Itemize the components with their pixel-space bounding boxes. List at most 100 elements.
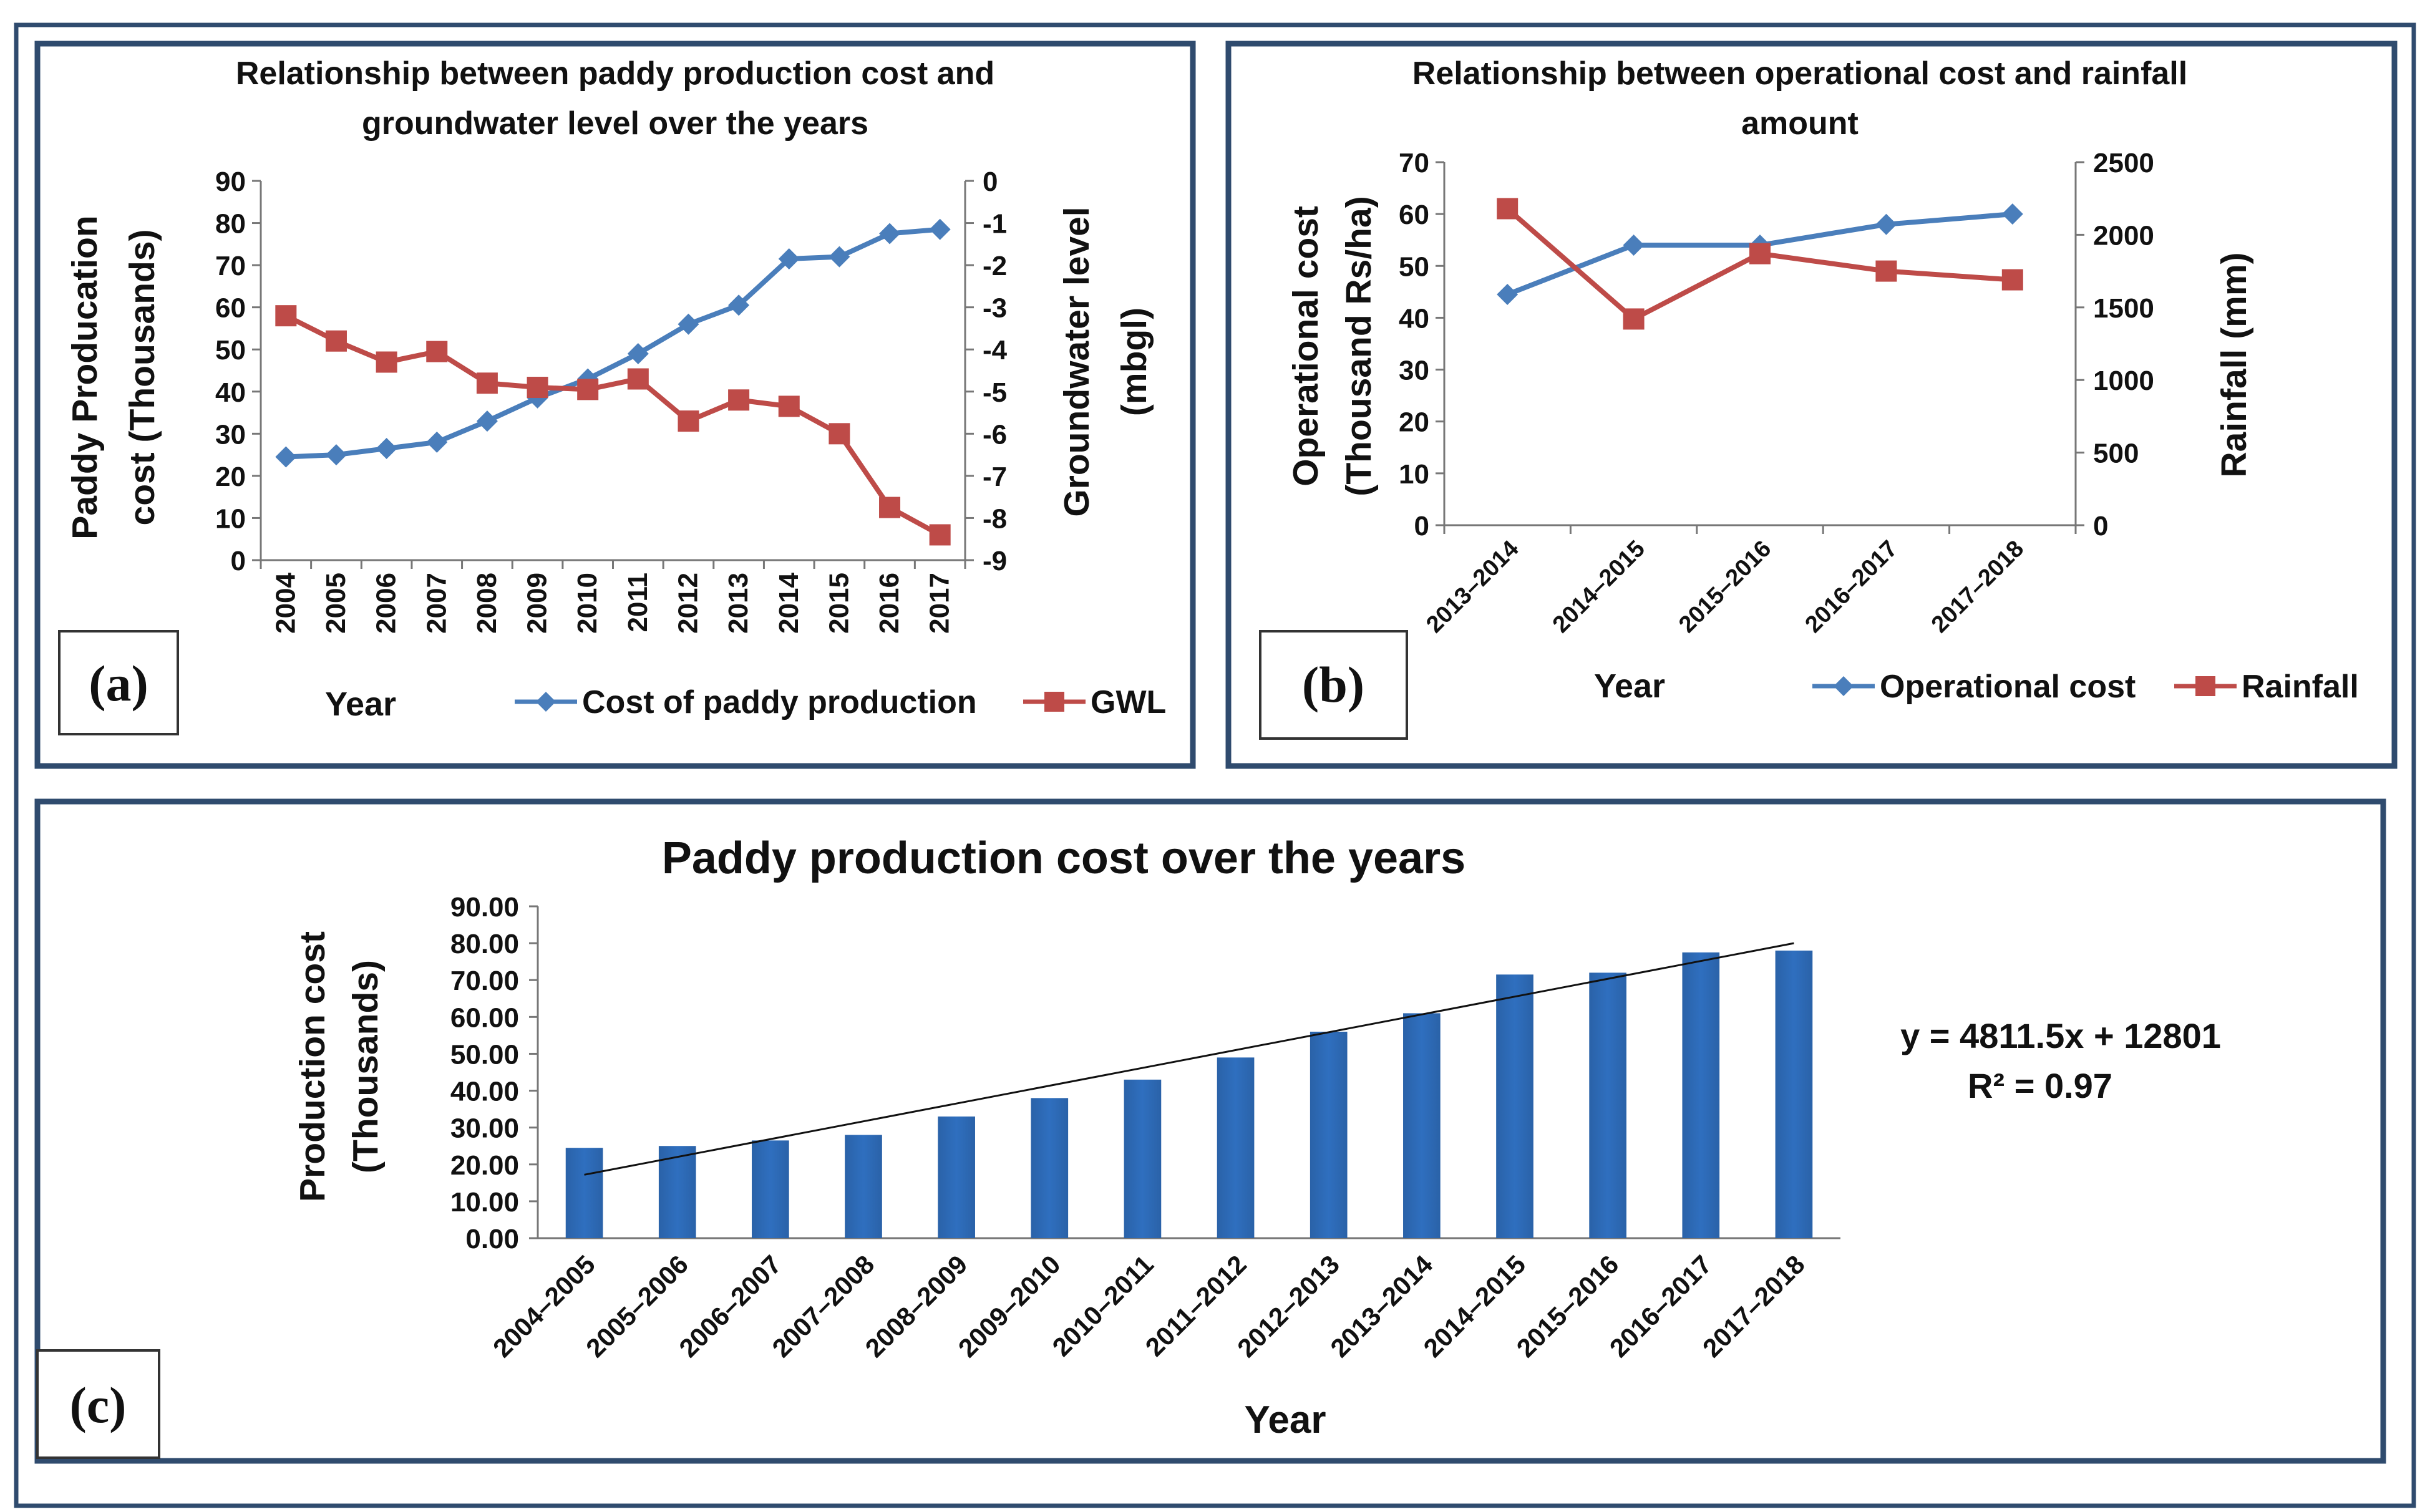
a-y2tick-label: -8 (983, 503, 1007, 534)
a-y2tick-label: -3 (983, 293, 1007, 324)
panel-b-ylabel-line2: (Thousand Rs/ha) (1339, 196, 1379, 496)
b-ytick-label: 60 (1399, 200, 1429, 230)
panel-b-right-axis-label: Rainfall (mm) (2214, 252, 2254, 477)
panel-c-left-axis-label: Production cost (Thousands) (293, 931, 386, 1202)
panel-b-frame (1225, 41, 2398, 769)
panel-a-xlabel: Year (325, 686, 396, 723)
a-ytick-label: 70 (215, 251, 246, 281)
a-series-1-point (527, 377, 548, 399)
c-ytick-label: 0.00 (465, 1224, 519, 1254)
b-series-1-point (1749, 243, 1771, 264)
panel-a-tag-box (58, 630, 179, 735)
b-y2tick-label: 500 (2093, 439, 2139, 469)
panel-a-right-axis-label: Groundwater level (mbgl) (1057, 206, 1154, 516)
panel-a-title-line2: groundwater level over the years (362, 105, 868, 142)
c-bar (1496, 974, 1533, 1238)
b-series-1-point (2001, 269, 2023, 291)
panel-a-ylabel-line1: Paddy Producation (65, 215, 105, 539)
a-legend-item-1-marker (1044, 692, 1064, 712)
a-xtick-label: 2017 (925, 573, 955, 634)
c-bar (938, 1116, 975, 1238)
a-xtick-label: 2013 (723, 573, 754, 634)
a-y2tick-label: -6 (983, 419, 1007, 450)
b-ytick-label: 10 (1399, 459, 1429, 490)
a-y2tick-label: -9 (983, 546, 1007, 576)
panel-b-tag: (b) (1302, 656, 1364, 713)
a-ytick-label: 20 (215, 462, 246, 492)
b-series-0-point (1875, 213, 1897, 235)
panel-c-ylabel-line2: (Thousands) (346, 960, 386, 1173)
a-ytick-label: 90 (215, 167, 246, 197)
a-legend-item-0-marker (536, 692, 556, 712)
c-trendline (584, 942, 1794, 1176)
c-bar (752, 1140, 789, 1238)
c-bar (658, 1146, 696, 1238)
b-ytick-label: 50 (1399, 251, 1429, 282)
a-series-1-point (728, 389, 750, 411)
b-series-1-point (1497, 198, 1519, 220)
panel-c-title: Paddy production cost over the years (662, 833, 1465, 883)
a-ytick-label: 80 (215, 209, 246, 240)
a-y2tick-label: -4 (983, 335, 1008, 366)
a-y2tick-label: -5 (983, 377, 1007, 408)
a-series-0-point (627, 342, 649, 364)
panel-b-title-line2: amount (1741, 105, 1859, 142)
a-xtick-label: 2011 (623, 573, 653, 632)
b-series-0-point (1623, 235, 1645, 256)
b-series-1-point (1875, 260, 1897, 282)
a-ytick-label: 30 (215, 419, 246, 450)
panel-a-y2label-line2: (mbgl) (1114, 308, 1154, 416)
a-series-0-point (678, 313, 699, 335)
panel-c-ylabel-line1: Production cost (293, 931, 333, 1202)
c-ytick-label: 70.00 (450, 966, 519, 996)
panel-c-tag: (c) (69, 1377, 126, 1433)
panel-a-title-line1: Relationship between paddy production co… (236, 56, 994, 92)
c-bar (1217, 1057, 1255, 1238)
a-series-0-point (879, 223, 901, 245)
a-series-0-point (275, 446, 297, 468)
panel-a-left-axis-label: Paddy Producation cost (Thousands) (65, 215, 162, 539)
panel-c: Paddy production cost over the years Pro… (34, 798, 2386, 1464)
c-bar (1403, 1013, 1441, 1238)
c-bar (1775, 950, 1813, 1238)
panel-c-xlabel: Year (1244, 1398, 1326, 1442)
a-series-1-point (829, 423, 850, 445)
a-ytick-label: 50 (215, 335, 246, 366)
panel-b-plot: 0 10 20 30 40 50 60 70 0 500 1000 1500 2000 2500 2013–… (1399, 148, 2154, 638)
a-series-0-point (376, 437, 397, 459)
c-ytick-label: 30.00 (450, 1113, 519, 1144)
a-series-1-point (325, 330, 347, 352)
panel-b-tag-box (1259, 630, 1408, 740)
b-ytick-label: 20 (1399, 407, 1429, 438)
a-series-1-point (275, 305, 297, 327)
b-y2tick-label: 2500 (2093, 148, 2154, 178)
a-series-1-point (627, 368, 649, 390)
c-bar (1124, 1079, 1162, 1238)
panel-a-frame (34, 41, 1196, 769)
b-legend-item-1-label: Rainfall (2242, 669, 2359, 705)
a-legend-item-0-label: Cost of paddy production (582, 684, 977, 720)
c-bar (1031, 1098, 1069, 1238)
b-series-0-point (1497, 284, 1519, 306)
a-series-1-point (879, 497, 901, 518)
panel-b-ylabel-line1: Operational cost (1286, 206, 1326, 487)
a-series-0-point (829, 246, 850, 268)
b-legend-item-0-marker (1834, 676, 1854, 696)
a-legend-item-1-label: GWL (1091, 684, 1166, 720)
b-xtick-label: 2015–2016 (1674, 536, 1776, 638)
c-bar (1310, 1031, 1348, 1238)
panel-b-left-axis-label: Operational cost (Thousand Rs/ha) (1286, 196, 1379, 496)
b-legend-item-1-marker (2195, 676, 2215, 696)
a-y2tick-label: -2 (983, 251, 1007, 281)
a-series-0-point (325, 444, 347, 466)
b-series-0-point (2001, 203, 2023, 225)
panel-c-plot: 0.00 10.00 20.00 30.00 40.00 50.00 60.00 70.00 8… (450, 892, 1840, 1363)
b-ytick-label: 0 (1414, 511, 1429, 541)
b-y2tick-label: 1000 (2093, 366, 2154, 396)
panel-b: Relationship between operational cost an… (1225, 41, 2398, 769)
a-ytick-label: 40 (215, 377, 246, 408)
b-y2tick-label: 2000 (2093, 220, 2154, 251)
a-series-1-point (376, 351, 397, 373)
a-series-1-point (577, 379, 599, 400)
a-xtick-label: 2014 (774, 572, 804, 633)
